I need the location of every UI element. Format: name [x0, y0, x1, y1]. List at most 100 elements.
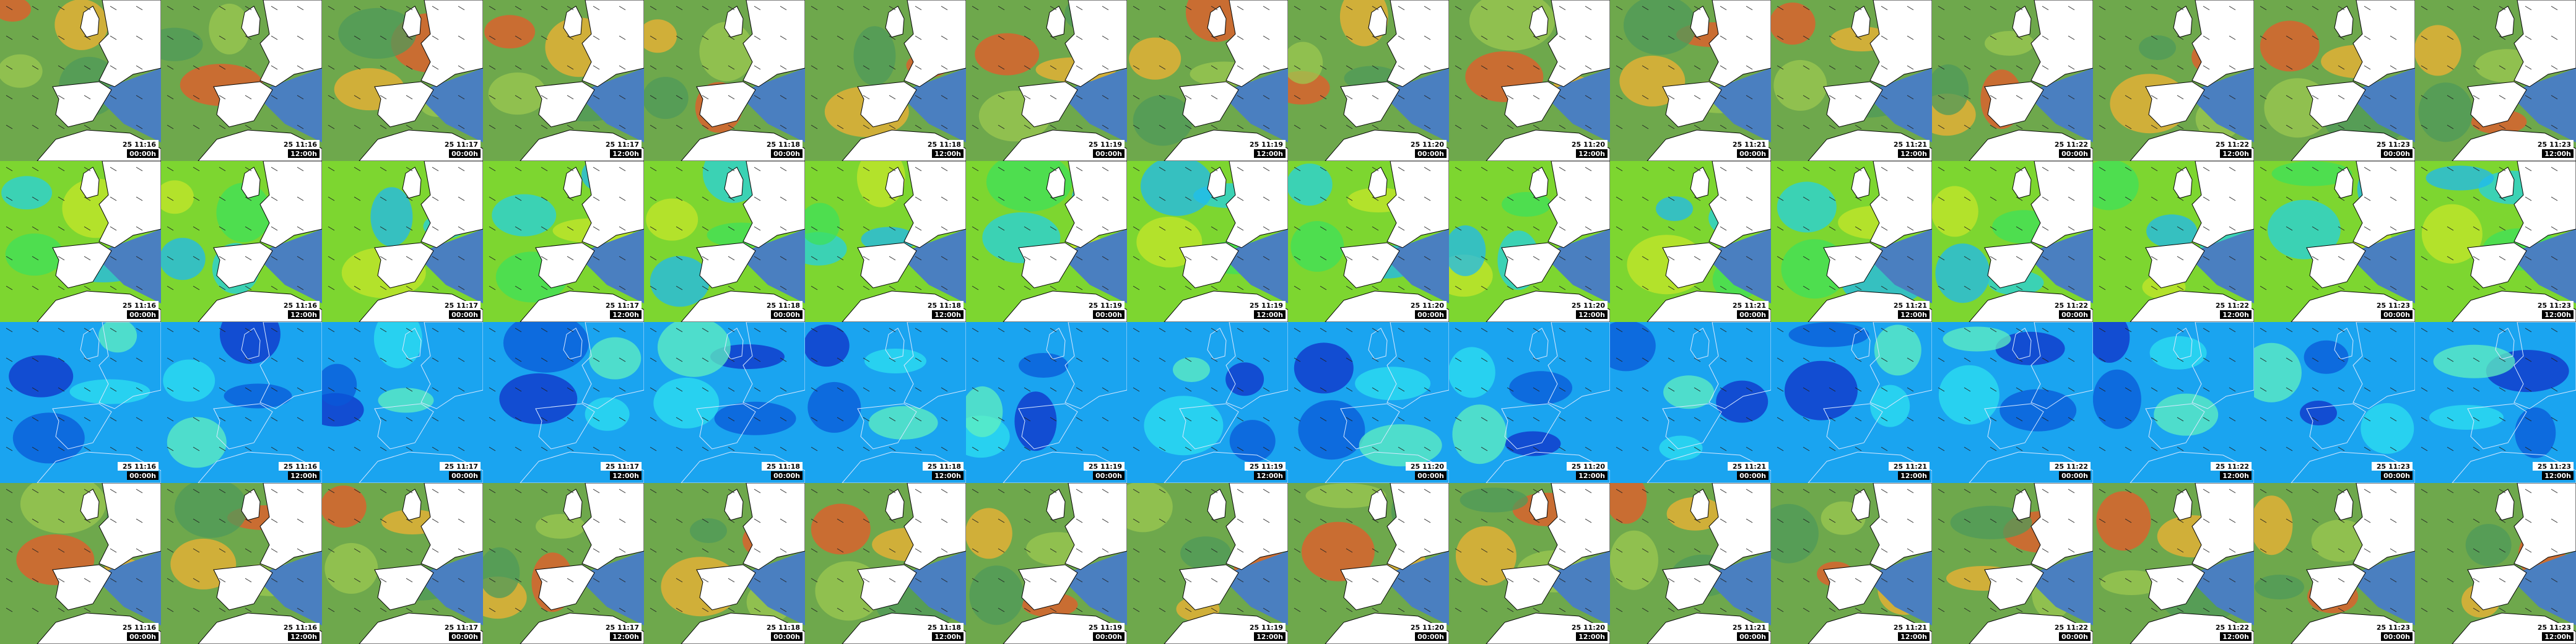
wind-barb	[2229, 578, 2236, 583]
wind-barb	[1159, 328, 1166, 333]
land-continent	[742, 161, 805, 248]
weather-blob	[536, 514, 585, 539]
land-continent	[2030, 483, 2093, 570]
wind-barb	[1642, 518, 1649, 523]
wind-barb	[1533, 226, 1540, 231]
wind-barb	[728, 417, 735, 422]
land-iberia	[2145, 81, 2205, 128]
wind-barb	[1481, 256, 1488, 261]
wind-barb	[2016, 446, 2023, 451]
wind-barb	[432, 167, 439, 172]
wind-barb	[380, 357, 387, 362]
wind-barb	[297, 35, 304, 40]
label-box	[1576, 471, 1608, 480]
wind-barb	[1938, 357, 1945, 362]
wind-barb	[406, 196, 413, 201]
sea	[415, 229, 483, 303]
wind-barb	[1320, 95, 1327, 100]
wind-barb	[1585, 518, 1592, 523]
land-continent	[903, 0, 966, 87]
wind-barb	[593, 285, 600, 290]
wind-barb	[193, 35, 200, 40]
wind-barb	[1642, 35, 1649, 40]
wind-barb	[541, 446, 548, 451]
wind-barb	[58, 285, 65, 290]
sea	[1381, 229, 1449, 303]
label-box	[279, 462, 320, 471]
wind-barb	[6, 548, 13, 553]
wind-barb	[1076, 226, 1083, 231]
wind-barb	[2125, 446, 2132, 451]
label-box	[118, 140, 159, 149]
wind-barb	[567, 578, 574, 583]
wind-barb	[941, 124, 948, 129]
wind-barb	[972, 65, 979, 70]
label-box	[2381, 471, 2413, 480]
label-box	[2059, 632, 2091, 641]
time-label: 00:00h	[2383, 150, 2410, 158]
label-box	[1889, 462, 1930, 471]
wind-barb	[2551, 607, 2558, 612]
wind-barb	[1559, 357, 1566, 362]
wind-barb	[1668, 578, 1675, 583]
wind-barb	[2364, 387, 2371, 392]
wind-barb	[1320, 196, 1327, 201]
wind-barb	[941, 548, 948, 553]
label-box	[2050, 623, 2091, 632]
wind-barb	[2390, 578, 2397, 583]
land-continent	[1708, 0, 1771, 87]
wind-barb	[1777, 65, 1784, 70]
land-britain	[2012, 328, 2032, 360]
wind-barb	[354, 124, 361, 129]
wind-barb	[2364, 607, 2371, 612]
wind-barb	[219, 489, 226, 494]
wind-barb	[1507, 256, 1514, 261]
label-box	[1406, 140, 1447, 149]
wind-barb	[1211, 226, 1218, 231]
date-label: 25 11:21	[1733, 302, 1766, 310]
sea	[1381, 68, 1449, 142]
wind-barb	[2229, 387, 2236, 392]
land-iberia	[1018, 564, 1078, 611]
wind-barb	[1533, 196, 1540, 201]
date-label: 25 11:20	[1411, 624, 1444, 632]
wind-barb	[2099, 357, 2106, 362]
wind-barb	[1746, 285, 1753, 290]
wind-barb	[167, 489, 174, 494]
wind-barb	[271, 548, 278, 553]
land-britain	[1046, 6, 1066, 38]
wind-barb	[915, 167, 922, 172]
wind-barb	[1424, 446, 1431, 451]
wind-barb	[58, 446, 65, 451]
wind-barb	[754, 124, 761, 129]
wind-barb	[1372, 124, 1379, 129]
wind-barb	[2042, 548, 2049, 553]
wind-barb	[2151, 95, 2158, 100]
wind-barb	[380, 518, 387, 523]
wind-barb	[1102, 489, 1109, 494]
wind-barb	[1694, 578, 1701, 583]
land-continent	[2352, 161, 2415, 248]
wind-barb	[6, 578, 13, 583]
wind-barb	[1455, 6, 1462, 11]
label-box	[923, 140, 964, 149]
wind-barb	[2499, 548, 2506, 553]
wind-barb	[619, 578, 626, 583]
land-britain	[241, 489, 261, 521]
label-box	[2542, 632, 2574, 641]
wind-barb	[2421, 446, 2428, 451]
wind-barb	[2151, 489, 2158, 494]
wind-barb	[941, 387, 948, 392]
land-continent	[420, 161, 483, 248]
wind-barb	[432, 607, 439, 612]
label-box	[127, 471, 159, 480]
wind-barb	[2499, 124, 2506, 129]
wind-barb	[1746, 226, 1753, 231]
wind-barb	[1507, 167, 1514, 172]
label-box	[1093, 149, 1125, 158]
label-box	[762, 301, 803, 310]
wind-barb	[2390, 6, 2397, 11]
wind-barb	[1185, 226, 1192, 231]
wind-barb	[354, 226, 361, 231]
